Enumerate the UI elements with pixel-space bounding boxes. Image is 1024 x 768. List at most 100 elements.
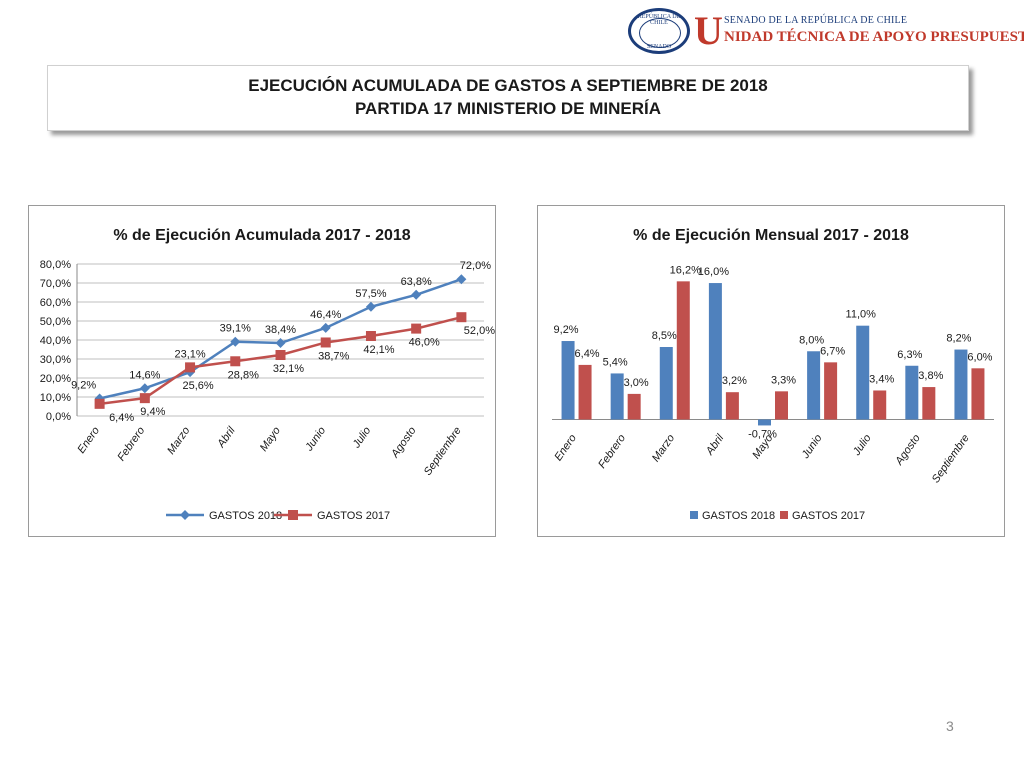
x-tick-label: Mayo [258,425,283,454]
data-point-2017 [230,356,241,367]
data-label-2018: 46,4% [310,309,341,321]
bar-2017 [922,387,936,420]
x-tick-label: Julio [850,432,873,458]
data-label-2017: 3,3% [771,374,796,386]
data-label-2018: 9,2% [71,380,96,392]
data-label-2018: 57,5% [355,288,386,300]
senate-logo: REPÚBLICA DE CHILE SENADO U SENADO DE LA… [628,8,1024,58]
data-point-2018 [365,301,376,312]
bar-2018 [659,347,673,420]
y-tick-label: 20,0% [40,373,71,385]
bar-2018 [905,365,919,420]
senate-seal-icon: REPÚBLICA DE CHILE SENADO [628,8,690,54]
y-tick-label: 0,0% [46,411,71,423]
data-label-2017: 9,4% [140,406,165,418]
slide-title-box: EJECUCIÓN ACUMULADA DE GASTOS A SEPTIEMB… [47,65,969,131]
chart-title: % de Ejecución Acumulada 2017 - 2018 [113,227,410,244]
x-tick-label: Junio [303,425,328,454]
data-point-2017 [411,323,422,334]
data-label-2018: 63,8% [401,276,432,288]
line-chart-svg: % de Ejecución Acumulada 2017 - 2018 0,0%… [40,227,495,522]
data-point-2017 [94,398,105,409]
org-name-line1: SENADO DE LA REPÚBLICA DE CHILE [724,15,908,26]
data-point-2018 [320,322,331,333]
bar-2018 [708,283,722,420]
data-point-2017 [275,350,286,361]
cumulative-line-chart: % de Ejecución Acumulada 2017 - 2018 0,0%… [28,205,496,537]
bar-chart-svg: % de Ejecución Mensual 2017 - 2018 9,2% 6,… [552,227,994,522]
data-label-2017: 16,2% [670,264,701,276]
data-label-2018: 38,4% [265,324,296,336]
data-label-2017: 3,0% [624,377,649,389]
monthly-bar-chart: % de Ejecución Mensual 2017 - 2018 9,2% 6,… [537,205,1005,537]
data-point-2018 [411,289,422,300]
bar-2018 [856,325,870,420]
data-label-2018: 8,5% [652,330,677,342]
x-tick-label: Marzo [165,425,192,457]
logo-letter: U [694,8,723,53]
legend-marker-2017 [780,511,788,519]
bar-2018 [807,351,821,420]
bar-2018 [954,349,968,420]
data-label-2017: 6,0% [967,351,992,363]
bar-2017 [775,391,788,420]
x-tick-label: Febrero [115,425,147,463]
data-label-2018: 16,0% [698,266,729,278]
legend-label-2017: GASTOS 2017 [792,510,865,522]
data-label-2018: 6,3% [897,349,922,361]
data-label-2017: 42,1% [363,344,394,356]
data-label-2017: 6,4% [109,412,134,424]
y-tick-label: 60,0% [40,297,71,309]
data-point-2018 [275,338,286,349]
x-tick-label: Agosto [389,425,419,461]
legend-marker-2018 [180,510,190,520]
data-label-2017: 6,4% [575,348,600,360]
x-tick-label: Febrero [596,432,628,470]
data-label-2017: 3,4% [869,373,894,385]
bar-2018 [610,373,624,420]
data-point-2018 [94,393,105,404]
bar-2018 [758,419,771,426]
data-point-2017 [365,331,376,342]
page-number: 3 [946,718,954,734]
org-name-line2: NIDAD TÉCNICA DE APOYO PRESUPUESTARIO [724,29,1024,45]
bar-2017 [873,390,887,420]
y-tick-label: 40,0% [40,335,71,347]
seal-bottom-text: SENADO [646,44,672,50]
data-label-2018: 8,0% [799,334,824,346]
x-tick-label: Enero [552,432,579,463]
data-point-2017 [139,393,150,404]
x-tick-label: Abril [703,432,726,458]
bar-2017 [676,281,690,420]
data-label-2018: 8,2% [946,333,971,345]
data-label-2017: 46,0% [409,337,440,349]
slide-title-line1: EJECUCIÓN ACUMULADA DE GASTOS A SEPTIEMB… [248,76,768,95]
x-tick-label: Agosto [893,432,923,468]
data-label-2018: 11,0% [846,309,877,321]
bar-2018 [561,341,575,420]
bar-2017 [971,368,985,420]
legend-label-2017: GASTOS 2017 [317,510,390,522]
data-label-2017: 3,2% [722,375,747,387]
y-tick-label: 80,0% [40,259,71,271]
data-label-2018: -0,7% [748,428,777,440]
legend-label-2018: GASTOS 2018 [209,510,282,522]
y-tick-label: 70,0% [40,278,71,290]
data-label-2018: 39,1% [220,323,251,335]
data-label-2017: 3,8% [918,370,943,382]
data-label-2018: 5,4% [603,356,628,368]
legend-marker-2018 [690,511,698,519]
y-tick-label: 30,0% [40,354,71,366]
slide-title-line2: PARTIDA 17 MINISTERIO DE MINERÍA [354,99,662,118]
x-tick-label: Junio [799,432,824,461]
bar-2017 [824,362,838,420]
data-label-2017: 52,0% [464,325,495,337]
chart-title: % de Ejecución Mensual 2017 - 2018 [633,227,909,244]
legend-label-2018: GASTOS 2018 [702,510,775,522]
x-tick-label: Septiembre [422,425,464,478]
y-tick-label: 10,0% [40,392,71,404]
x-tick-label: Julio [350,425,373,451]
data-point-2017 [185,362,196,373]
data-label-2018: 23,1% [174,348,205,360]
data-label-2017: 6,7% [820,345,845,357]
